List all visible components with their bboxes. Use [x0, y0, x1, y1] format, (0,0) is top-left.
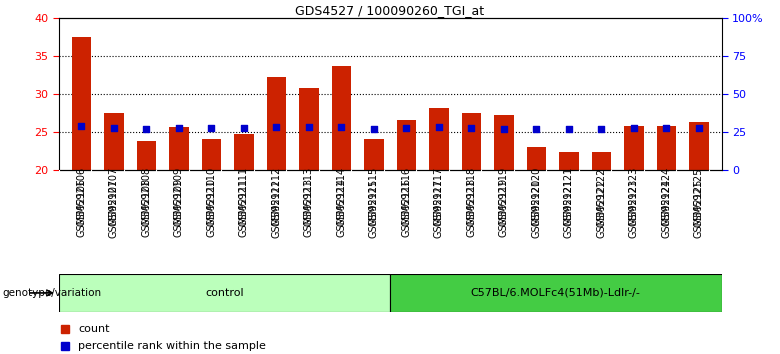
Point — [400, 125, 413, 131]
Bar — [136, 141, 156, 170]
Text: C57BL/6.MOLFc4(51Mb)-Ldlr-/-: C57BL/6.MOLFc4(51Mb)-Ldlr-/- — [471, 288, 640, 298]
Text: GSM592124: GSM592124 — [661, 178, 672, 238]
Bar — [299, 88, 318, 170]
Point — [108, 125, 120, 130]
Point — [140, 126, 153, 131]
Bar — [624, 126, 643, 170]
Point — [172, 125, 185, 130]
Bar — [234, 134, 254, 170]
Bar — [526, 147, 546, 170]
Point — [660, 125, 672, 131]
Point — [498, 126, 510, 131]
Text: GSM592112: GSM592112 — [271, 178, 282, 238]
Bar — [396, 120, 416, 170]
Point — [75, 123, 87, 129]
Point — [367, 126, 380, 131]
Bar — [58, 274, 390, 312]
Bar — [72, 37, 91, 170]
Text: GSM592115: GSM592115 — [369, 178, 379, 238]
Point — [238, 125, 250, 131]
Point — [465, 125, 477, 131]
Text: GSM592110: GSM592110 — [206, 178, 216, 238]
Text: GSM592123: GSM592123 — [629, 178, 639, 238]
Text: GSM592121: GSM592121 — [564, 178, 574, 238]
Text: GSM592117: GSM592117 — [434, 178, 444, 238]
Point — [335, 124, 348, 130]
Bar — [364, 139, 384, 170]
Point — [433, 125, 445, 130]
Point — [693, 125, 705, 131]
Text: genotype/variation: genotype/variation — [2, 288, 101, 298]
Point — [628, 125, 640, 131]
Text: GSM592119: GSM592119 — [498, 178, 509, 238]
Text: count: count — [78, 324, 110, 333]
Bar — [559, 152, 579, 170]
Point — [303, 124, 315, 129]
Bar — [462, 113, 481, 170]
Text: GSM592108: GSM592108 — [141, 178, 151, 238]
Point — [562, 126, 575, 132]
Point — [530, 126, 543, 132]
Text: GSM592116: GSM592116 — [401, 178, 411, 238]
Text: GSM592106: GSM592106 — [76, 178, 87, 238]
Text: GSM592114: GSM592114 — [336, 178, 346, 238]
Title: GDS4527 / 100090260_TGI_at: GDS4527 / 100090260_TGI_at — [296, 4, 484, 17]
Text: percentile rank within the sample: percentile rank within the sample — [78, 341, 266, 350]
Bar — [429, 108, 448, 170]
Point — [595, 126, 608, 132]
Bar — [332, 65, 351, 170]
Bar — [591, 152, 611, 170]
Text: GSM592111: GSM592111 — [239, 178, 249, 238]
Bar — [689, 122, 708, 170]
Text: GSM592120: GSM592120 — [531, 178, 541, 238]
Bar — [494, 115, 513, 170]
Bar — [657, 126, 676, 170]
Text: GSM592118: GSM592118 — [466, 178, 477, 238]
Point — [270, 124, 282, 129]
Text: control: control — [205, 288, 243, 298]
Text: GSM592113: GSM592113 — [303, 178, 314, 238]
Bar — [390, 274, 722, 312]
Bar — [201, 139, 221, 170]
Bar — [267, 77, 286, 170]
Text: GSM592107: GSM592107 — [108, 178, 119, 238]
Bar — [169, 126, 189, 170]
Text: GSM592122: GSM592122 — [596, 178, 606, 238]
Point — [205, 126, 218, 131]
Bar — [104, 113, 123, 170]
Text: GSM592125: GSM592125 — [693, 178, 704, 238]
Text: GSM592109: GSM592109 — [174, 178, 184, 238]
